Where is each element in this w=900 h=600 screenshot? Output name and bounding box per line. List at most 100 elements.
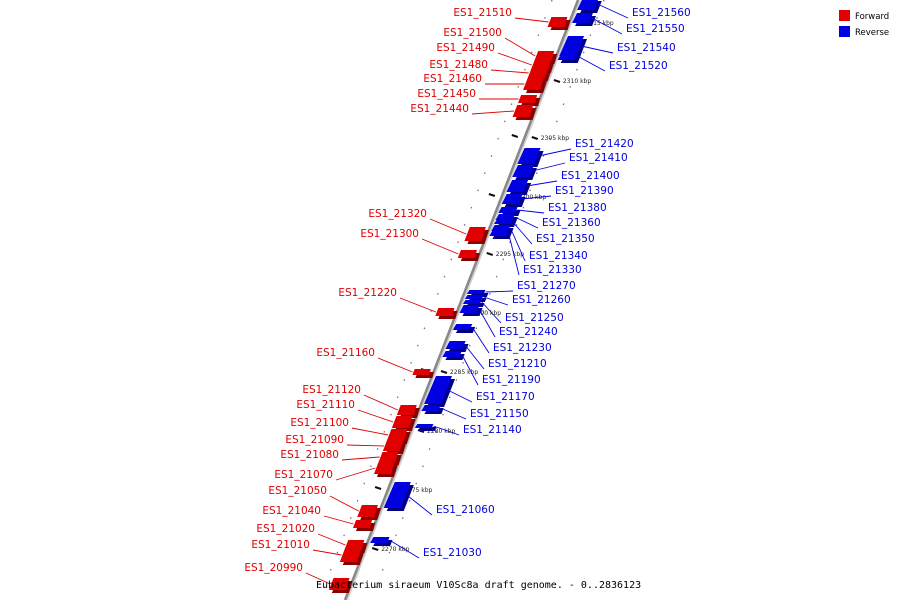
gene-shape-es1-20990[interactable] xyxy=(328,578,350,590)
gene-shape-es1-21160[interactable] xyxy=(412,369,431,375)
gene-label[interactable]: ES1_21080 xyxy=(280,449,339,461)
gene-label[interactable]: ES1_21520 xyxy=(609,60,668,72)
gene-label[interactable]: ES1_21230 xyxy=(493,342,552,354)
gene-shape-es1-21040[interactable] xyxy=(352,520,373,528)
gene-shape-es1-21220[interactable] xyxy=(435,308,455,316)
gene-shape-es1-21260[interactable] xyxy=(464,295,484,299)
gene-shape-es1-21350[interactable] xyxy=(494,220,513,224)
gene-label[interactable]: ES1_21460 xyxy=(423,73,482,85)
gene-shape-es1-21340[interactable] xyxy=(491,225,511,231)
gene-shape-es1-21110[interactable] xyxy=(391,416,413,428)
leader-line xyxy=(490,69,529,74)
gene-label[interactable]: ES1_21190 xyxy=(482,374,541,386)
gene-shape-es1-21460[interactable] xyxy=(523,78,544,90)
gene-label[interactable]: ES1_21030 xyxy=(423,547,482,559)
gene-shape-es1-21150[interactable] xyxy=(421,405,441,411)
gene-shape-es1-21170[interactable] xyxy=(424,376,452,404)
gene-shape-es1-21190[interactable] xyxy=(442,351,462,357)
gene-shape-es1-21030[interactable] xyxy=(370,537,390,543)
gene-shape-es1-21240[interactable] xyxy=(459,305,480,313)
gene-label[interactable]: ES1_21390 xyxy=(555,185,614,197)
gene-label[interactable]: ES1_21100 xyxy=(290,417,349,429)
gene-shape-es1-21400[interactable] xyxy=(506,180,529,192)
gene-shape-es1-21560[interactable] xyxy=(577,0,599,10)
gene-label[interactable]: ES1_21380 xyxy=(548,202,607,214)
gene-shape-es1-21410[interactable] xyxy=(512,165,534,177)
gene-label[interactable]: ES1_21070 xyxy=(274,469,333,481)
gene-label[interactable]: ES1_21540 xyxy=(617,42,676,54)
gene-shape-es1-21500[interactable] xyxy=(534,51,555,61)
gene-shape-es1-21380[interactable] xyxy=(498,207,518,213)
gene-shape-es1-21330[interactable] xyxy=(489,230,509,236)
gene-label[interactable]: ES1_21140 xyxy=(463,424,522,436)
gene-label[interactable]: ES1_21560 xyxy=(632,7,691,19)
gene-label[interactable]: ES1_20990 xyxy=(244,562,303,574)
gene-shape-es1-21010[interactable] xyxy=(339,548,362,562)
gene-label[interactable]: ES1_21270 xyxy=(517,280,576,292)
gene-label[interactable]: ES1_21220 xyxy=(338,287,397,299)
gene-shape-es1-21090[interactable] xyxy=(382,441,403,451)
gene-label[interactable]: ES1_21250 xyxy=(505,312,564,324)
gene-label[interactable]: ES1_21440 xyxy=(410,103,469,115)
gene-label[interactable]: ES1_21400 xyxy=(561,170,620,182)
leader-line xyxy=(323,515,354,525)
gene-label[interactable]: ES1_21120 xyxy=(302,384,361,396)
gene-shape-es1-21210[interactable] xyxy=(445,341,466,349)
gene-label[interactable]: ES1_21170 xyxy=(476,391,535,403)
gene-label[interactable]: ES1_21320 xyxy=(368,208,427,220)
gene-label[interactable]: ES1_21300 xyxy=(360,228,419,240)
gene-label[interactable]: ES1_21360 xyxy=(542,217,601,229)
gene-shape-es1-21520[interactable] xyxy=(557,52,578,60)
gene-shape-es1-21490[interactable] xyxy=(530,60,551,70)
gene-label[interactable]: ES1_21550 xyxy=(626,23,685,35)
gene-shape-es1-21510[interactable] xyxy=(547,17,568,27)
gene-shape-es1-21320[interactable] xyxy=(464,227,486,241)
gene-shape-es1-21020[interactable] xyxy=(344,540,365,550)
gene-label[interactable]: ES1_21040 xyxy=(262,505,321,517)
gene-shape-es1-21390[interactable] xyxy=(501,194,523,204)
gene-label[interactable]: ES1_21340 xyxy=(529,250,588,262)
gene-shape-es1-21100[interactable] xyxy=(386,429,408,441)
gene-label[interactable]: ES1_21500 xyxy=(443,27,502,39)
gene-label[interactable]: ES1_21350 xyxy=(536,233,595,245)
gene-label[interactable]: ES1_21330 xyxy=(523,264,582,276)
gene-shape-es1-21070[interactable] xyxy=(373,462,395,474)
gene-shape-es1-21540[interactable] xyxy=(559,36,585,56)
gene-label[interactable]: ES1_21490 xyxy=(436,42,495,54)
gene-label[interactable]: ES1_21450 xyxy=(417,88,476,100)
gene-shape-es1-21300[interactable] xyxy=(457,250,477,258)
legend-reverse-label: Reverse xyxy=(855,28,889,38)
gene-shape-es1-21480[interactable] xyxy=(527,68,548,78)
gene-label[interactable]: ES1_21150 xyxy=(470,408,529,420)
gene-label[interactable]: ES1_21160 xyxy=(316,347,375,359)
gene-shape-es1-21360[interactable] xyxy=(495,214,515,220)
gene-label[interactable]: ES1_21510 xyxy=(453,7,512,19)
gene-label[interactable]: ES1_21260 xyxy=(512,294,571,306)
gene-label[interactable]: ES1_21240 xyxy=(499,326,558,338)
gene-label[interactable]: ES1_21090 xyxy=(285,434,344,446)
gene-shape-es1-21120[interactable] xyxy=(396,405,417,415)
leader-line xyxy=(517,209,545,214)
gene-shape-es1-21230[interactable] xyxy=(452,324,473,330)
gene-label[interactable]: ES1_21010 xyxy=(251,539,310,551)
gene-shape-es1-21080[interactable] xyxy=(378,452,399,462)
gene-shape-es1-21440[interactable] xyxy=(512,105,534,117)
gene-label[interactable]: ES1_21410 xyxy=(569,152,628,164)
gene-shape-es1-21060[interactable] xyxy=(383,482,411,508)
gene-label[interactable]: ES1_21060 xyxy=(436,504,495,516)
gene-shape-es1-21270[interactable] xyxy=(466,290,486,294)
gene-label[interactable]: ES1_21020 xyxy=(256,523,315,535)
leader-line xyxy=(510,227,526,262)
gene-label[interactable]: ES1_21480 xyxy=(429,59,488,71)
gene-shape-es1-21050[interactable] xyxy=(357,505,378,517)
leader-line xyxy=(406,494,433,516)
gene-shape-es1-21250[interactable] xyxy=(462,300,482,304)
gene-label[interactable]: ES1_21050 xyxy=(268,485,327,497)
gene-shape-es1-21550[interactable] xyxy=(572,13,593,23)
gene-label[interactable]: ES1_21110 xyxy=(296,399,355,411)
gene-shape-es1-21140[interactable] xyxy=(414,424,434,428)
gene-shape-es1-21420[interactable] xyxy=(517,148,541,164)
gene-label[interactable]: ES1_21420 xyxy=(575,138,634,150)
gene-shape-es1-21450[interactable] xyxy=(518,95,538,103)
gene-label[interactable]: ES1_21210 xyxy=(488,358,547,370)
